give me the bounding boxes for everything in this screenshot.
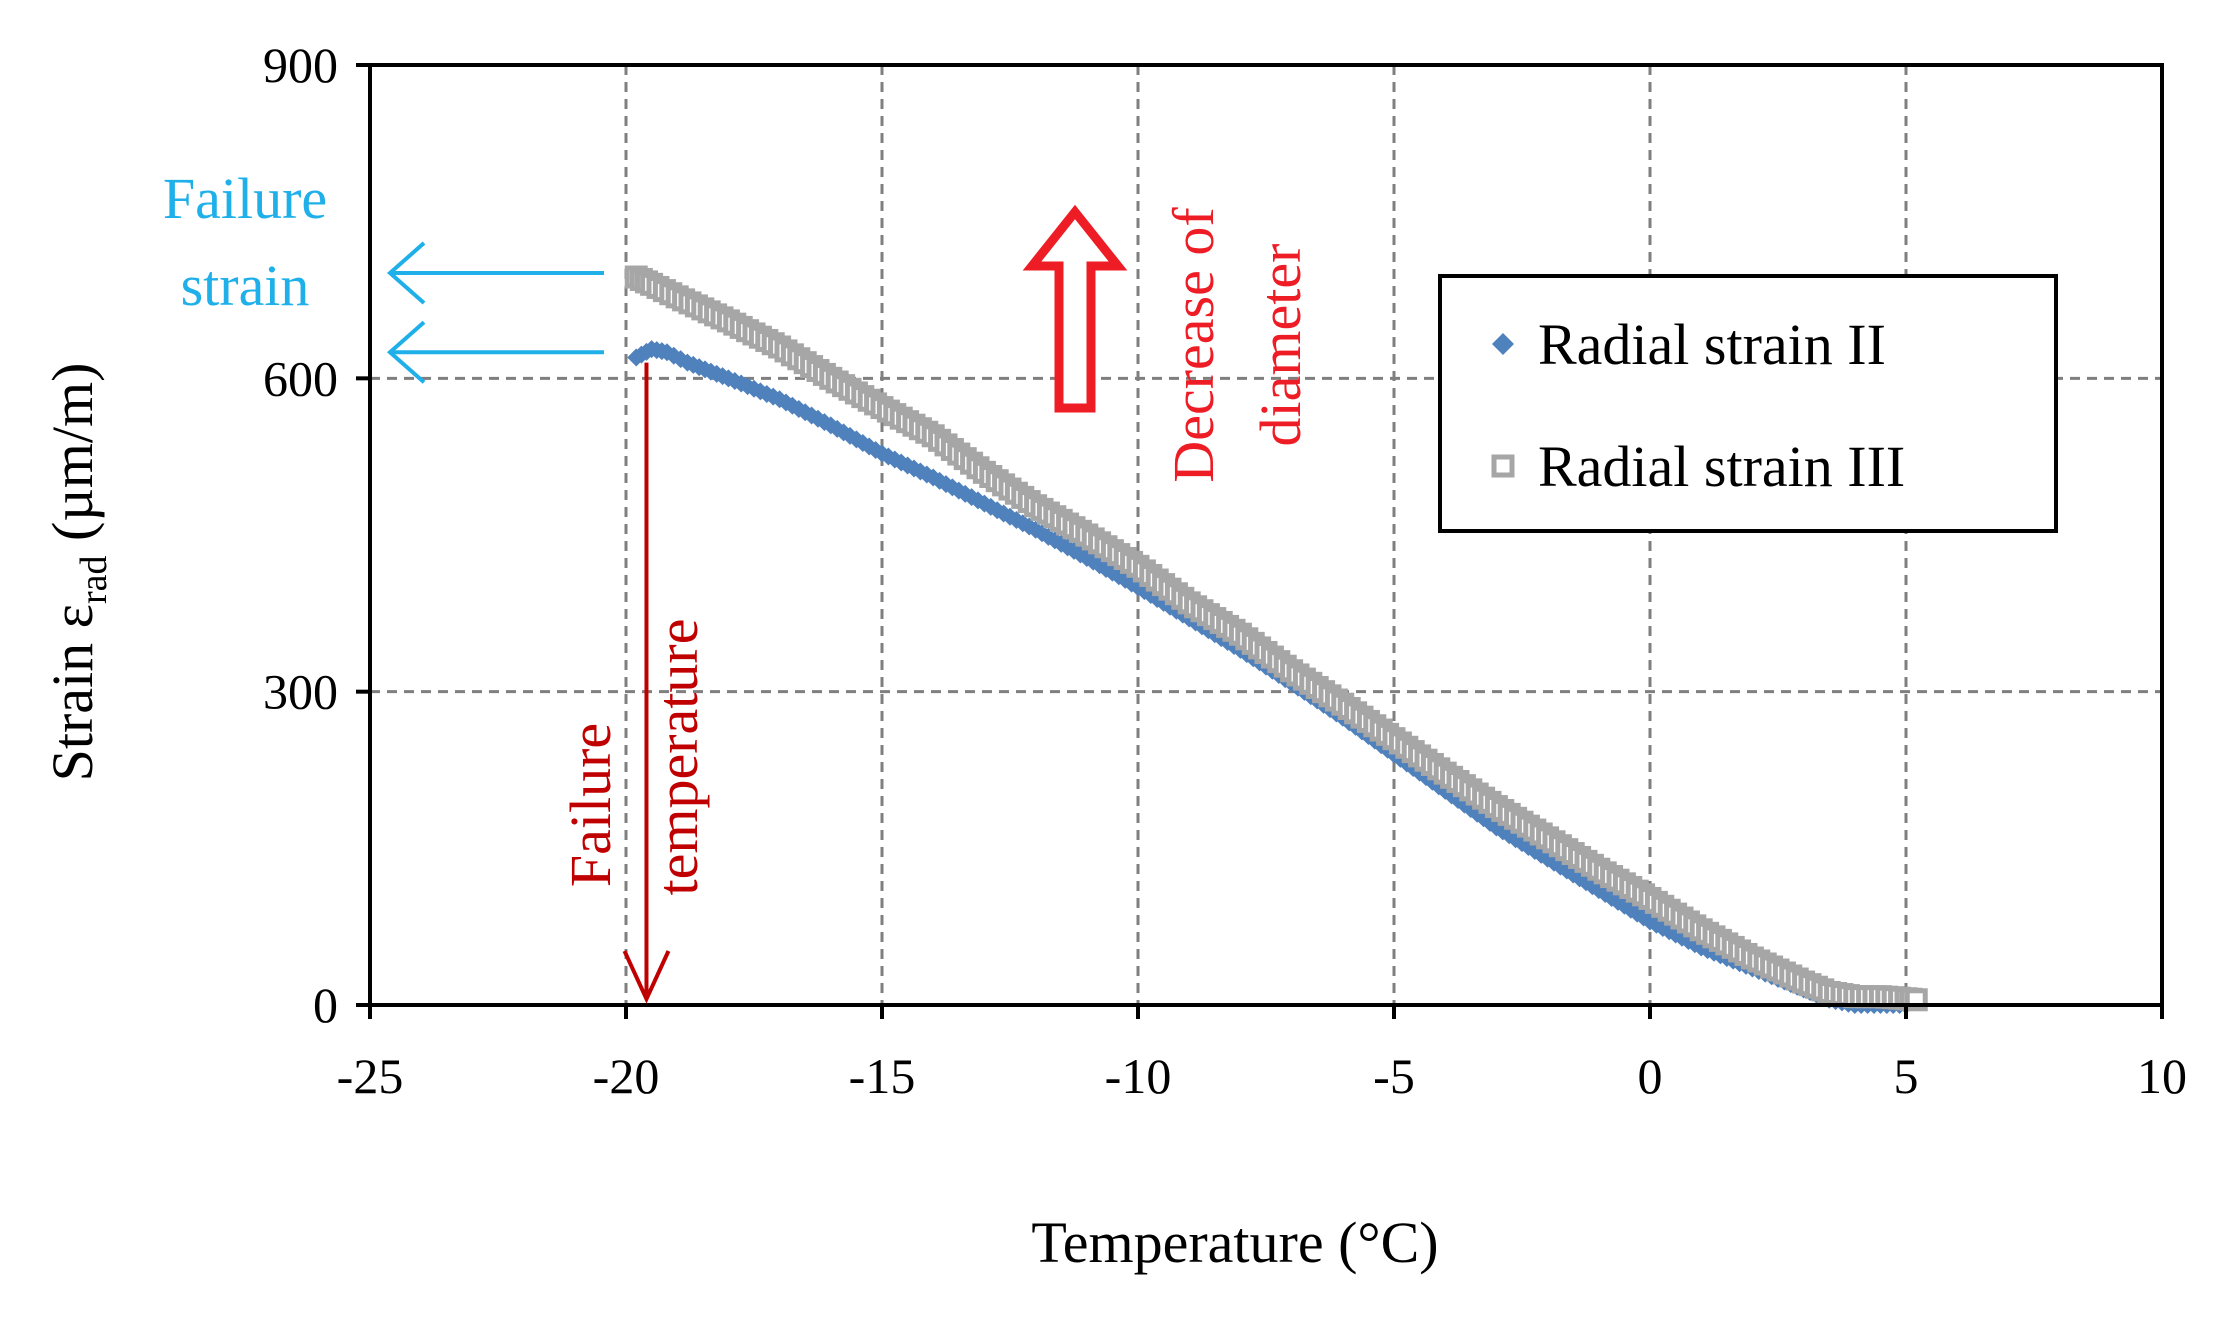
data-point bbox=[975, 494, 994, 513]
x-tick-label: -5 bbox=[1373, 1048, 1415, 1104]
decrease-of-diameter-label-line1: Decrease of bbox=[1161, 207, 1226, 483]
failure-strain-arrows bbox=[386, 241, 604, 384]
y-axis-title: Strain εrad (µm/m) bbox=[40, 363, 115, 782]
y-tick-label: 0 bbox=[313, 977, 338, 1033]
decrease-of-diameter-label-line2: diameter bbox=[1248, 244, 1313, 447]
x-tick-label: -25 bbox=[337, 1048, 404, 1104]
legend-label-radial-strain-iii: Radial strain III bbox=[1538, 434, 1905, 499]
failure-strain-annotation: Failure strain bbox=[163, 166, 604, 384]
y-tick-label: 300 bbox=[263, 664, 338, 720]
x-tick-label: 0 bbox=[1638, 1048, 1663, 1104]
x-tick-label: -15 bbox=[849, 1048, 916, 1104]
x-tick-label: 10 bbox=[2137, 1048, 2187, 1104]
series-radial-strain-iii bbox=[624, 265, 1928, 1012]
failure-strain-label-line1: Failure bbox=[163, 166, 327, 231]
legend-marker-radial-strain-iii bbox=[1491, 454, 1515, 478]
data-layer bbox=[624, 265, 1928, 1014]
x-tick-label: -20 bbox=[593, 1048, 660, 1104]
failure-temperature-label-line2: temperature bbox=[645, 619, 710, 896]
failure-temperature-label-line1: Failure bbox=[558, 723, 623, 887]
failure-temperature-arrow-head bbox=[622, 950, 671, 1004]
x-tick-label: -10 bbox=[1105, 1048, 1172, 1104]
failure-strain-label-line2: strain bbox=[181, 253, 310, 318]
failure-temperature-annotation: Failure temperature bbox=[558, 362, 710, 1004]
x-axis-title: Temperature (°C) bbox=[1031, 1210, 1438, 1275]
plot-area-frame bbox=[368, 63, 2164, 1007]
y-tick-label: 900 bbox=[263, 37, 338, 93]
axes-layer: -25 -20 -15 -10 -5 0 5 10 0 300 600 900 bbox=[263, 37, 2187, 1104]
failure-strain-arrow-head bbox=[386, 241, 426, 305]
failure-strain-arrow-head bbox=[386, 320, 426, 384]
y-tick-label: 600 bbox=[263, 350, 338, 406]
grid-layer bbox=[370, 65, 2162, 1005]
legend-marker-radial-strain-ii bbox=[1492, 333, 1514, 355]
decrease-of-diameter-arrow bbox=[1022, 204, 1128, 413]
data-point bbox=[1013, 514, 1032, 533]
legend: Radial strain II Radial strain III bbox=[1438, 274, 2058, 533]
decrease-of-diameter-annotation: Decrease of diameter bbox=[1022, 204, 1313, 483]
legend-label-radial-strain-ii: Radial strain II bbox=[1538, 312, 1886, 377]
x-tick-label: 5 bbox=[1894, 1048, 1919, 1104]
failure-temperature-arrow bbox=[622, 362, 671, 1004]
legend-box bbox=[1438, 274, 2058, 533]
